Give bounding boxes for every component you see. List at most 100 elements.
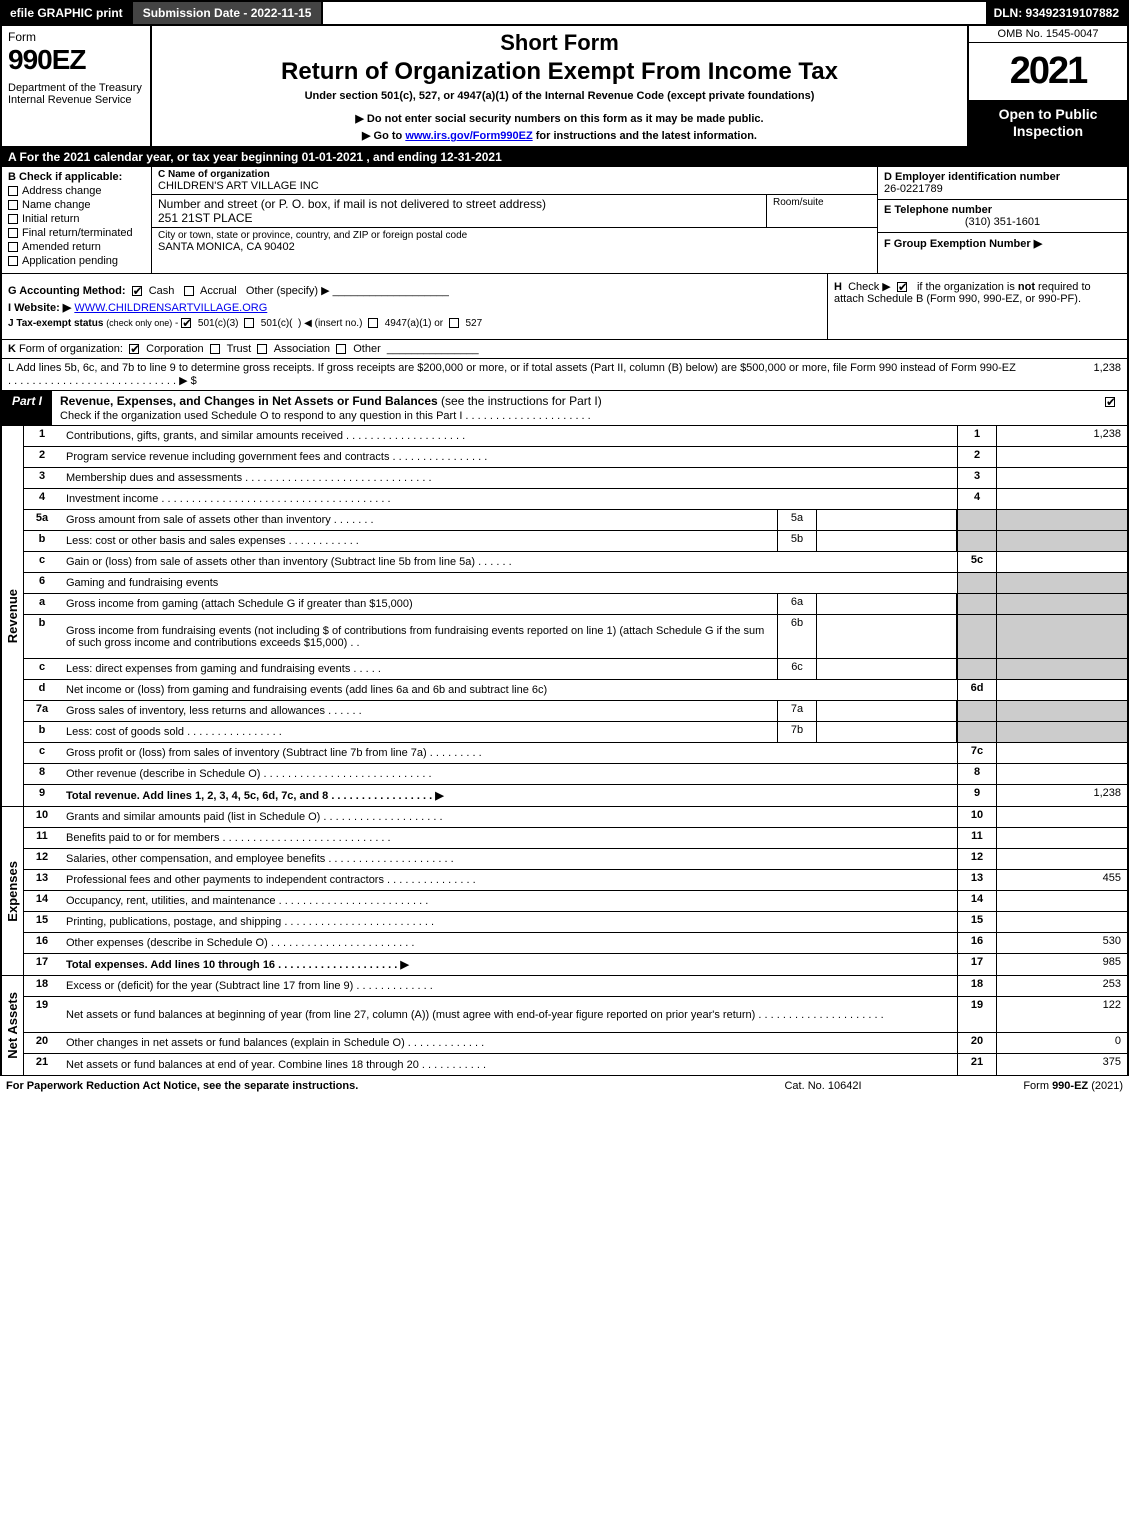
line-value [997,468,1127,488]
chk-final-return[interactable]: Final return/terminated [8,227,145,239]
part1-check[interactable] [1097,391,1127,425]
line-desc: Excess or (deficit) for the year (Subtra… [60,976,957,996]
chk-accrual[interactable] [184,286,194,296]
chk-name-change[interactable]: Name change [8,199,145,211]
line-num: 7a [24,701,60,721]
line-num: 17 [24,954,60,975]
line-right-num [957,615,997,658]
chk-schedule-b[interactable] [897,282,907,292]
line-desc: Gross profit or (loss) from sales of inv… [60,743,957,763]
chk-501c[interactable] [244,318,254,328]
line-value [997,701,1127,721]
line-desc: Other changes in net assets or fund bala… [60,1033,957,1053]
website-link[interactable]: WWW.CHILDRENSARTVILLAGE.ORG [74,302,267,314]
line-right-num: 16 [957,933,997,953]
line-num: 4 [24,489,60,509]
line-value [997,573,1127,593]
phone-label: E Telephone number [884,204,992,216]
line-right-num [957,722,997,742]
sub-value [817,594,957,614]
chk-4947[interactable] [368,318,378,328]
line-right-num: 8 [957,764,997,784]
ein-label: D Employer identification number [884,171,1060,183]
sub-num: 5a [777,510,817,530]
page-footer: For Paperwork Reduction Act Notice, see … [0,1076,1129,1096]
line-value: 253 [997,976,1127,996]
checkbox-icon [8,228,18,238]
topbar-spacer [323,2,985,24]
chk-amended-return[interactable]: Amended return [8,241,145,253]
short-form-title: Short Form [162,30,957,56]
line-desc: Investment income . . . . . . . . . . . … [60,489,957,509]
section-def: D Employer identification number 26-0221… [877,167,1127,273]
line-right-num [957,594,997,614]
line-value [997,447,1127,467]
line-right-num: 13 [957,870,997,890]
header-sub1: Under section 501(c), 527, or 4947(a)(1)… [162,90,957,102]
line-num: 18 [24,976,60,996]
org-name-cell: C Name of organization CHILDREN'S ART VI… [152,167,877,195]
city-label: City or town, state or province, country… [158,230,871,241]
sub-value [817,531,957,551]
form-word: Form [8,30,144,44]
line-value: 985 [997,954,1127,975]
ein-value: 26-0221789 [884,183,1121,195]
line-desc: Gaming and fundraising events [60,573,957,593]
line-num: d [24,680,60,700]
chk-cash[interactable] [132,286,142,296]
irs-link[interactable]: www.irs.gov/Form990EZ [405,130,532,142]
form-number: 990EZ [8,44,144,76]
chk-association[interactable] [257,344,267,354]
chk-527[interactable] [449,318,459,328]
line-value: 455 [997,870,1127,890]
line-value [997,615,1127,658]
chk-address-change[interactable]: Address change [8,185,145,197]
block-ghij: G Accounting Method: Cash Accrual Other … [0,274,1129,340]
efile-print-button[interactable]: efile GRAPHIC print [2,2,131,24]
chk-other-org[interactable] [336,344,346,354]
street-label: Number and street (or P. O. box, if mail… [158,197,760,211]
submission-date-button[interactable]: Submission Date - 2022-11-15 [131,2,324,24]
chk-501c3[interactable] [181,318,191,328]
row-i: I Website: ▶ WWW.CHILDRENSARTVILLAGE.ORG [8,301,821,314]
chk-initial-return[interactable]: Initial return [8,213,145,225]
line-desc: Gross sales of inventory, less returns a… [60,701,777,721]
line-desc: Net income or (loss) from gaming and fun… [60,680,957,700]
header-left: Form 990EZ Department of the Treasury In… [2,26,152,146]
chk-application-pending[interactable]: Application pending [8,255,145,267]
line-right-num [957,701,997,721]
line-num: 21 [24,1054,60,1075]
line-num: 10 [24,807,60,827]
other-specify: Other (specify) ▶ [246,285,330,297]
line-right-num: 17 [957,954,997,975]
line-desc: Professional fees and other payments to … [60,870,957,890]
line-right-num: 3 [957,468,997,488]
line-right-num: 6d [957,680,997,700]
city-value: SANTA MONICA, CA 90402 [158,241,871,253]
tax-year: 2021 [969,43,1127,100]
line-value: 0 [997,1033,1127,1053]
checkbox-icon [1105,397,1115,407]
chk-trust[interactable] [210,344,220,354]
row-l: L Add lines 5b, 6c, and 7b to line 9 to … [0,359,1129,391]
line-value [997,849,1127,869]
line-num: b [24,615,60,658]
line-desc: Membership dues and assessments . . . . … [60,468,957,488]
line-right-num: 10 [957,807,997,827]
department-label: Department of the Treasury Internal Reve… [8,82,144,106]
chk-corporation[interactable] [129,344,139,354]
line-desc: Grants and similar amounts paid (list in… [60,807,957,827]
line-value [997,743,1127,763]
header-right: OMB No. 1545-0047 2021 Open to Public In… [967,26,1127,146]
line-value [997,912,1127,932]
line-num: 8 [24,764,60,784]
line-value: 1,238 [997,785,1127,806]
section-b-label: B Check if applicable: [8,171,145,183]
section-e: E Telephone number (310) 351-1601 [878,200,1127,233]
line-right-num: 1 [957,426,997,446]
sub-num: 7b [777,722,817,742]
section-f: F Group Exemption Number ▶ [878,233,1127,254]
line-num: c [24,743,60,763]
line-value [997,552,1127,572]
open-to-public: Open to Public Inspection [969,100,1127,146]
